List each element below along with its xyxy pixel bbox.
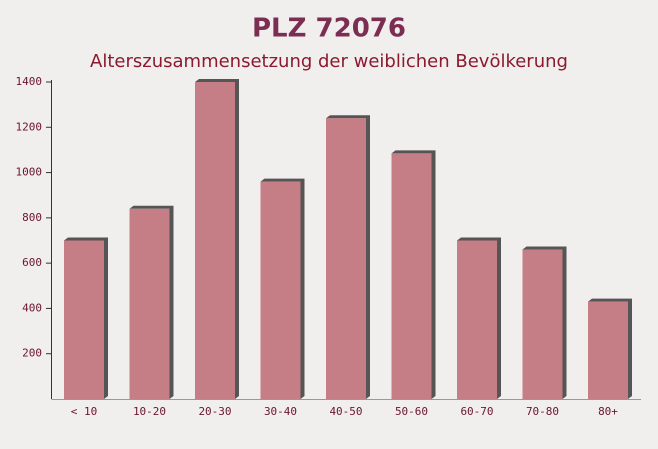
bar (588, 301, 628, 399)
y-tick-label: 200 (22, 347, 42, 360)
x-tick-label: 50-60 (395, 405, 428, 418)
x-tick-label: 10-20 (133, 405, 166, 418)
y-tick-label: 400 (22, 301, 42, 314)
bar (64, 240, 104, 399)
bar (195, 82, 235, 399)
x-tick-label: 30-40 (264, 405, 297, 418)
bar (457, 240, 497, 399)
y-tick-label: 1000 (16, 166, 43, 179)
y-tick-label: 1400 (16, 75, 43, 88)
bar (129, 208, 170, 399)
bar (522, 249, 563, 399)
bar (391, 153, 432, 399)
bar (260, 181, 301, 399)
chart-subtitle: Alterszusammensetzung der weiblichen Bev… (90, 51, 568, 72)
y-tick-label: 800 (22, 211, 42, 224)
x-tick-label: 80+ (598, 405, 618, 418)
y-tick-label: 1200 (16, 120, 43, 133)
x-tick-label: < 10 (71, 405, 98, 418)
y-tick-label: 600 (22, 256, 42, 269)
x-tick-label: 70-80 (526, 405, 559, 418)
bar (326, 118, 366, 399)
chart-title: PLZ 72076 (252, 14, 406, 44)
x-tick-label: 40-50 (329, 405, 362, 418)
x-tick-label: 60-70 (460, 405, 493, 418)
x-tick-label: 20-30 (198, 405, 231, 418)
